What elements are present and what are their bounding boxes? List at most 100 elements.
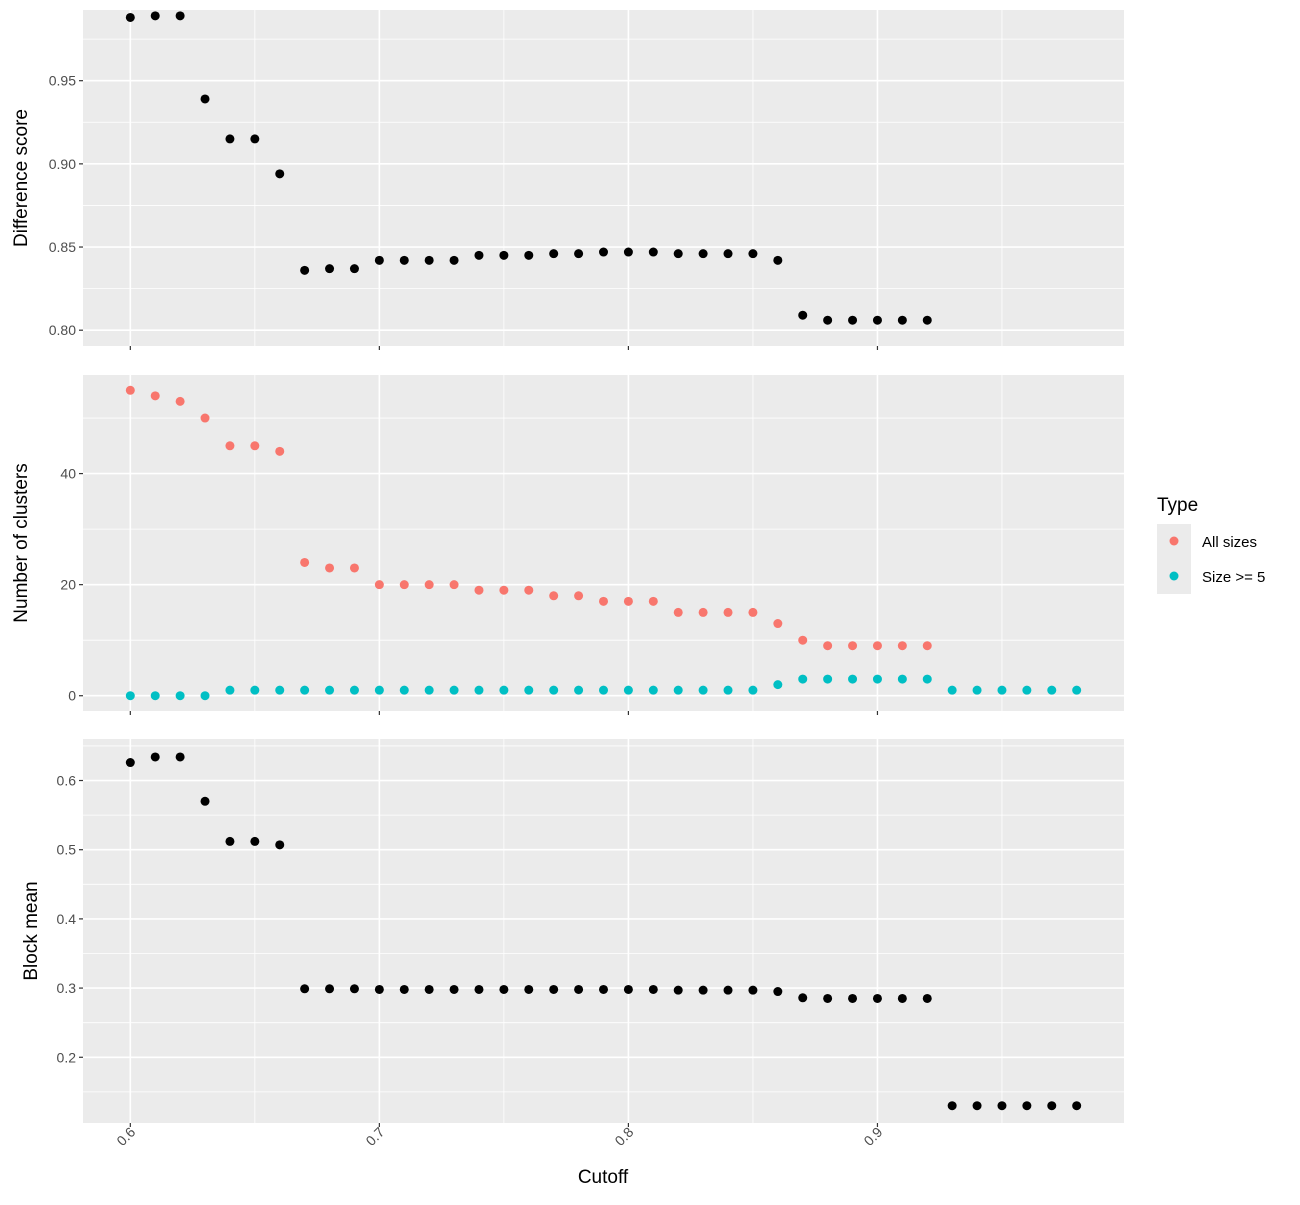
data-point <box>748 685 758 695</box>
data-point <box>698 249 708 259</box>
data-point <box>399 685 409 695</box>
data-point <box>798 993 808 1003</box>
data-point <box>424 255 434 265</box>
data-point <box>250 441 260 451</box>
data-point <box>997 1101 1007 1111</box>
y-tick-label: 40 <box>60 466 76 482</box>
data-point <box>848 315 858 325</box>
data-point <box>474 685 484 695</box>
data-point <box>150 11 160 21</box>
data-point <box>698 685 708 695</box>
data-point <box>922 993 932 1003</box>
data-point <box>673 607 683 617</box>
legend: Type All sizes Size >= 5 <box>1157 495 1265 594</box>
data-point <box>673 985 683 995</box>
data-point <box>1047 685 1057 695</box>
panel-background <box>83 739 1124 1123</box>
data-point <box>574 591 584 601</box>
data-point <box>823 674 833 684</box>
data-point <box>499 685 509 695</box>
data-point <box>474 585 484 595</box>
data-point <box>325 563 335 573</box>
data-point <box>325 264 335 274</box>
data-point <box>723 249 733 259</box>
data-point <box>349 264 359 274</box>
data-point <box>374 580 384 590</box>
data-point <box>574 249 584 259</box>
data-point <box>449 255 459 265</box>
data-point <box>872 641 882 651</box>
data-point <box>150 391 160 401</box>
data-point <box>225 836 235 846</box>
data-point <box>599 596 608 606</box>
data-point <box>250 836 260 846</box>
data-point <box>374 255 384 265</box>
data-point <box>574 685 584 695</box>
data-point <box>150 691 160 701</box>
data-point <box>848 993 858 1003</box>
data-point <box>848 674 858 684</box>
data-point <box>374 685 384 695</box>
data-point <box>499 585 509 595</box>
data-point <box>349 563 359 573</box>
data-point <box>225 441 235 451</box>
data-point <box>200 413 210 423</box>
y-tick-label: 0.95 <box>49 73 76 89</box>
data-point <box>648 685 658 695</box>
data-point <box>698 607 708 617</box>
panel-background <box>83 375 1124 711</box>
y-tick-label: 0.85 <box>49 239 76 255</box>
data-point <box>300 984 310 994</box>
data-point <box>325 984 335 994</box>
data-point <box>349 685 359 695</box>
data-point <box>300 265 310 275</box>
data-point <box>524 585 534 595</box>
data-point <box>349 984 359 994</box>
data-point <box>723 685 733 695</box>
data-point <box>524 984 534 994</box>
series-panel-3-points <box>125 752 1082 1111</box>
y-tick-label: 0.4 <box>57 911 77 927</box>
data-point <box>175 11 185 21</box>
data-point <box>499 250 509 260</box>
data-point <box>798 674 808 684</box>
data-point <box>623 247 633 257</box>
x-axis-title: Cutoff <box>578 1167 629 1188</box>
data-point <box>897 315 907 325</box>
series-all-sizes <box>125 385 932 651</box>
data-point <box>300 557 310 567</box>
data-point <box>773 987 783 997</box>
panel-background <box>83 10 1124 346</box>
data-point <box>275 685 285 695</box>
data-point <box>325 685 335 695</box>
y-tick-label: 0.90 <box>49 156 76 172</box>
data-point <box>125 691 135 701</box>
data-point <box>748 249 758 259</box>
y-tick-label: 20 <box>60 577 76 593</box>
data-point <box>1072 1101 1082 1111</box>
data-point <box>773 255 783 265</box>
data-point <box>474 250 484 260</box>
panel-1: 0.80 0.85 0.90 0.95 Difference score <box>11 10 1124 350</box>
data-point <box>922 315 932 325</box>
data-point <box>225 685 235 695</box>
data-point <box>773 619 783 629</box>
data-point <box>823 315 833 325</box>
data-point <box>972 685 982 695</box>
y-tick-label: 0.80 <box>49 322 76 338</box>
data-point <box>200 94 210 104</box>
data-point <box>200 796 210 806</box>
y-tick-label: 0.6 <box>57 773 77 789</box>
data-point <box>1072 685 1082 695</box>
y-tick-label: 0.3 <box>57 980 77 996</box>
data-point <box>399 984 409 994</box>
series-panel-1-points <box>125 11 932 325</box>
panels-layer: 0.80 0.85 0.90 0.95 Difference score 0 20 40 Num… <box>11 10 1124 1149</box>
legend-title: Type <box>1157 495 1198 516</box>
data-point <box>449 984 459 994</box>
data-point <box>275 840 285 850</box>
y-tick-label: 0.2 <box>57 1049 77 1065</box>
panel-3: 0.2 0.3 0.4 0.5 0.6 Block mean <box>21 739 1124 1127</box>
data-point <box>947 685 957 695</box>
